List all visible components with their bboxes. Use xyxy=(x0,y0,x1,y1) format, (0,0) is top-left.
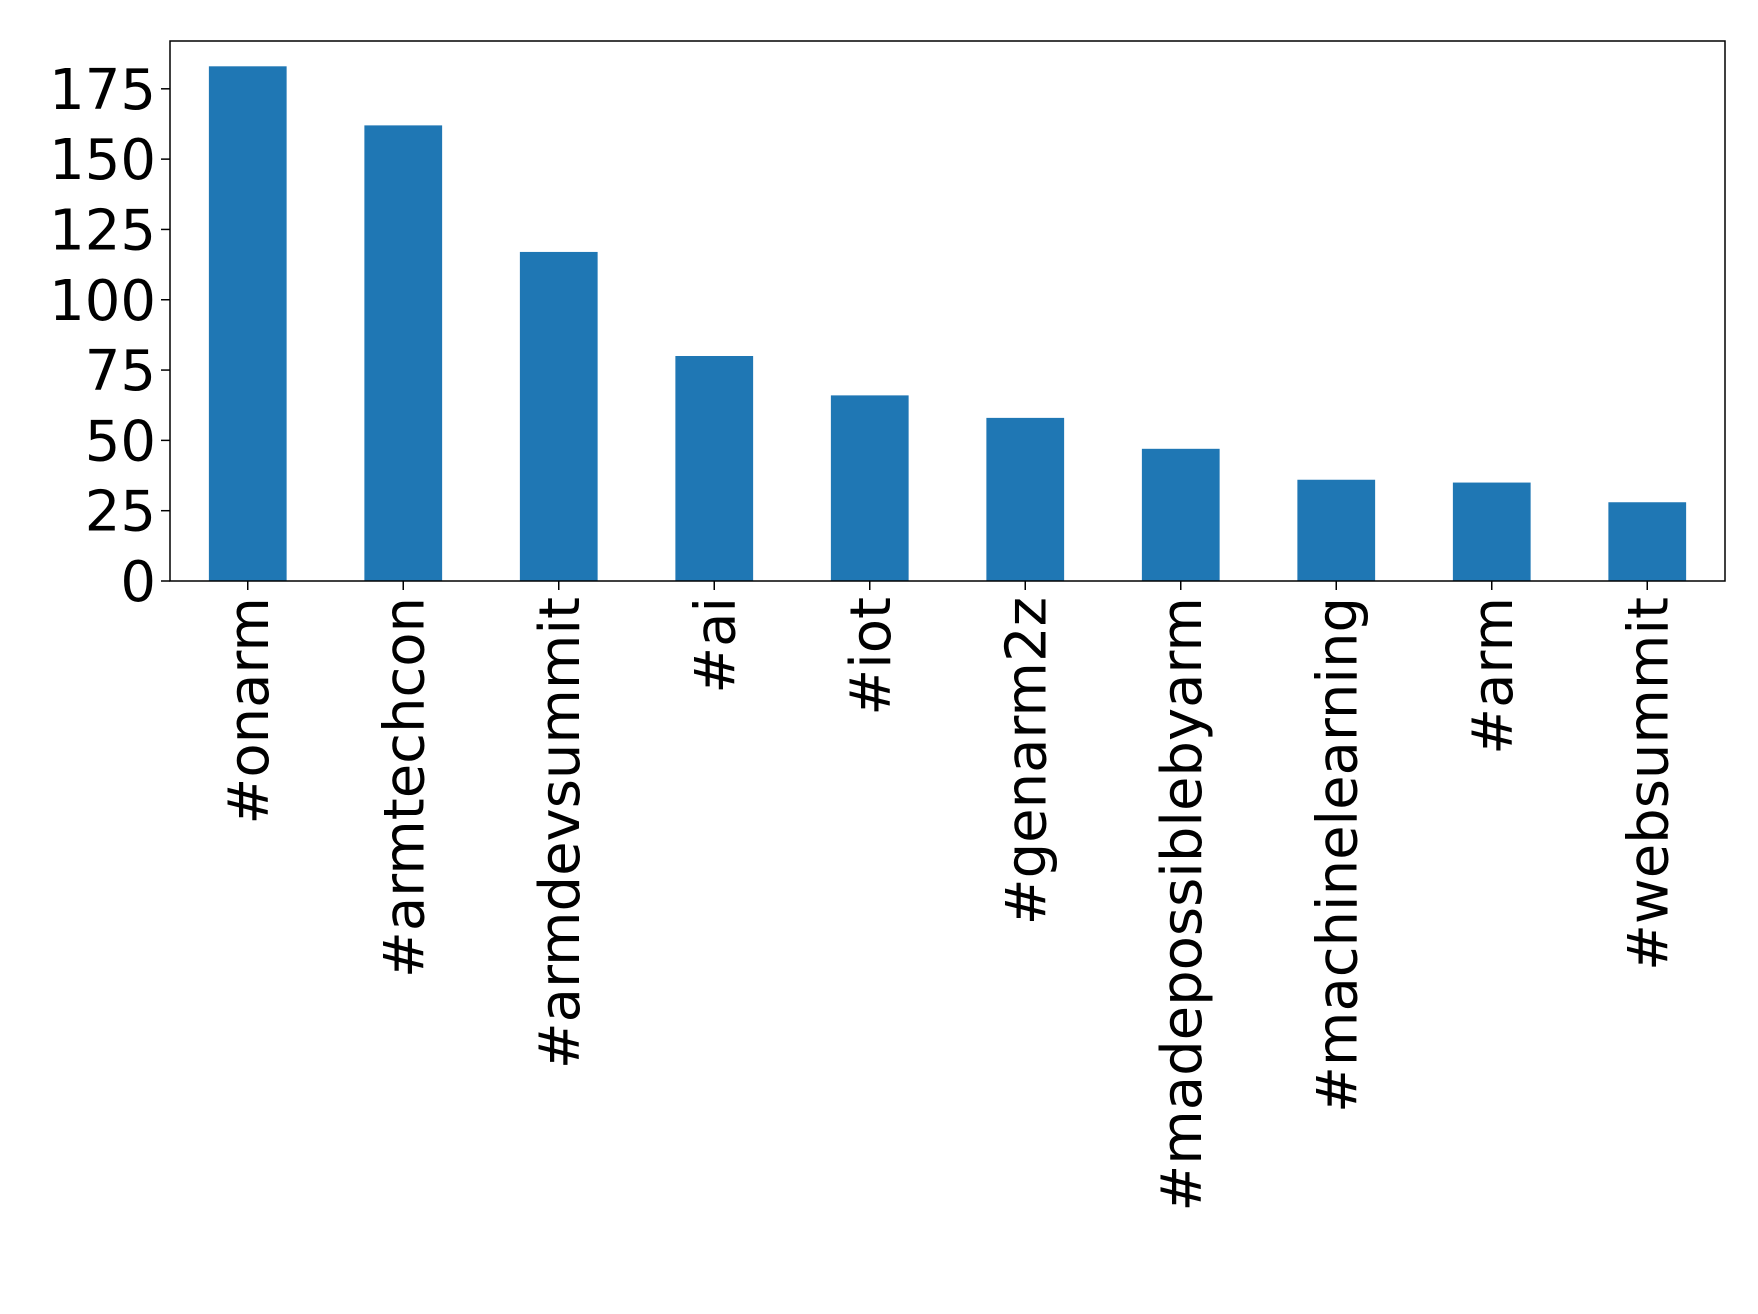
x-tick-label: #armtechcon xyxy=(372,597,437,978)
y-tick-label: 100 xyxy=(49,269,156,334)
x-axis: #onarm #armtechcon #armdevsummit #ai #iot #ge… xyxy=(217,581,1681,1212)
bar-ai xyxy=(675,356,754,581)
bar-madepossiblebyarm xyxy=(1141,448,1220,581)
bar-websummit xyxy=(1608,502,1687,581)
bar-armdevsummit xyxy=(519,251,598,581)
bar-machinelearning xyxy=(1297,479,1376,581)
x-tick-label: #iot xyxy=(839,597,904,716)
y-tick-label: 50 xyxy=(85,409,156,474)
bar-armtechcon xyxy=(364,125,443,582)
x-tick-label: #genarm2z xyxy=(994,597,1059,925)
y-tick-label: 150 xyxy=(49,128,156,193)
bar-genarm2z xyxy=(986,417,1065,582)
bars-layer xyxy=(208,66,1687,582)
x-tick-label: #armdevsummit xyxy=(528,597,593,1069)
x-tick-label: #onarm xyxy=(217,597,282,825)
y-tick-label: 0 xyxy=(120,550,156,615)
x-tick-label: #websummit xyxy=(1616,597,1681,971)
x-tick-label: #madepossiblebyarm xyxy=(1150,597,1215,1212)
y-tick-label: 75 xyxy=(85,339,156,404)
plot-frame xyxy=(169,40,1726,582)
x-tick-label: #arm xyxy=(1461,597,1526,755)
x-tick-label: #machinelearning xyxy=(1305,597,1370,1113)
y-tick-label: 175 xyxy=(49,58,156,123)
bar-onarm xyxy=(208,66,287,581)
y-tick-label: 25 xyxy=(85,480,156,545)
bar-arm xyxy=(1452,482,1531,581)
x-tick-label: #ai xyxy=(683,597,748,694)
bar-iot xyxy=(830,395,909,582)
y-tick-label: 125 xyxy=(49,198,156,263)
